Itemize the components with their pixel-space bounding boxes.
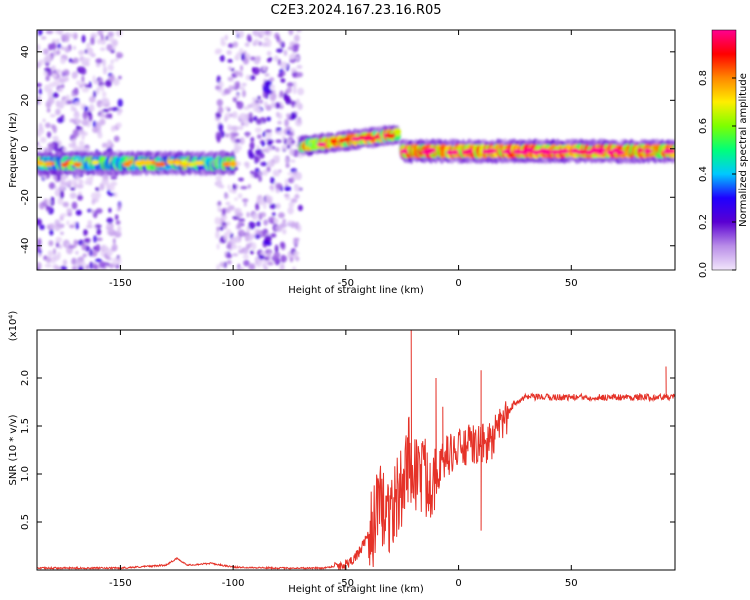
snr-y-ticks: 0.5 1.0 1.5 2.0 xyxy=(20,370,675,530)
snr-series-line xyxy=(37,330,675,570)
spectrogram-y-label: Frequency (Hz) xyxy=(8,112,19,188)
spectrogram-trace-left xyxy=(37,150,238,177)
spectrogram-x-ticks: -150 -100 -50 0 50 xyxy=(109,30,578,289)
spectrogram-x-tick-label: -50 xyxy=(338,278,354,289)
colorbar-tick-label: 0.0 xyxy=(698,262,709,278)
colorbar-label: Normalized spectral amplitude xyxy=(738,73,749,227)
snr-x-tick-label: -50 xyxy=(338,578,354,589)
spectrogram-scatter-mid xyxy=(214,30,305,270)
snr-y-label: SNR (10 * v/v) xyxy=(8,414,19,485)
spectrogram-panel: -150 -100 -50 0 50 40 20 0 -20 -40 Height of str… xyxy=(8,29,676,296)
spectrogram-x-tick-label: -100 xyxy=(222,278,245,289)
spectrogram-x-tick-label: 50 xyxy=(565,278,578,289)
snr-y-tick-label: 1.0 xyxy=(20,466,31,482)
snr-x-tick-label: 50 xyxy=(565,578,578,589)
spectrogram-image xyxy=(37,30,675,270)
figure-title: C2E3.2024.167.23.16.R05 xyxy=(270,3,441,18)
snr-x-ticks: -150 -100 -50 0 50 xyxy=(109,330,578,589)
spectrogram-x-tick-label: -150 xyxy=(109,278,132,289)
snr-y-tick-label: 2.0 xyxy=(20,370,31,386)
spectrogram-y-ticks: 40 20 0 -20 -40 xyxy=(20,45,675,254)
snr-y-scale-label: (x10⁴) xyxy=(8,311,19,342)
snr-panel: -150 -100 -50 0 50 0.5 1.0 1.5 2.0 Height of st… xyxy=(8,311,676,595)
spectrogram-blobs xyxy=(37,30,675,270)
spectrogram-trace-right xyxy=(399,138,675,165)
snr-x-tick-label: -100 xyxy=(222,578,245,589)
colorbar-frame xyxy=(711,29,737,271)
colorbar-tick-label: 0.2 xyxy=(698,214,709,230)
snr-x-tick-label: 0 xyxy=(455,578,461,589)
colorbar-tick-label: 0.4 xyxy=(698,166,709,182)
snr-x-tick-label: -150 xyxy=(109,578,132,589)
spectrogram-trace-mid xyxy=(297,124,402,157)
spectrogram-y-tick-label: 20 xyxy=(20,94,31,107)
colorbar: 0.0 0.2 0.4 0.6 0.8 Normalized spectral ampl… xyxy=(698,29,749,278)
colorbar-tick-label: 0.6 xyxy=(698,118,709,134)
spectrogram-frame xyxy=(36,29,676,271)
snr-y-tick-label: 1.5 xyxy=(20,418,31,434)
colorbar-gradient xyxy=(712,30,736,270)
spectrogram-y-tick-label: -20 xyxy=(20,189,31,205)
spectrogram-y-tick-label: 40 xyxy=(20,45,31,58)
spectrogram-x-tick-label: 0 xyxy=(455,278,461,289)
snr-frame xyxy=(36,329,676,571)
spectrogram-x-label: Height of straight line (km) xyxy=(288,285,424,296)
colorbar-tick-label: 0.8 xyxy=(698,70,709,86)
snr-plot-area xyxy=(37,330,675,570)
snr-y-tick-label: 0.5 xyxy=(20,514,31,530)
spectrogram-y-tick-label: -40 xyxy=(20,238,31,254)
colorbar-ticks: 0.0 0.2 0.4 0.6 0.8 xyxy=(698,70,736,278)
spectrogram-y-tick-label: 0 xyxy=(20,146,31,152)
snr-x-label: Height of straight line (km) xyxy=(288,584,424,595)
